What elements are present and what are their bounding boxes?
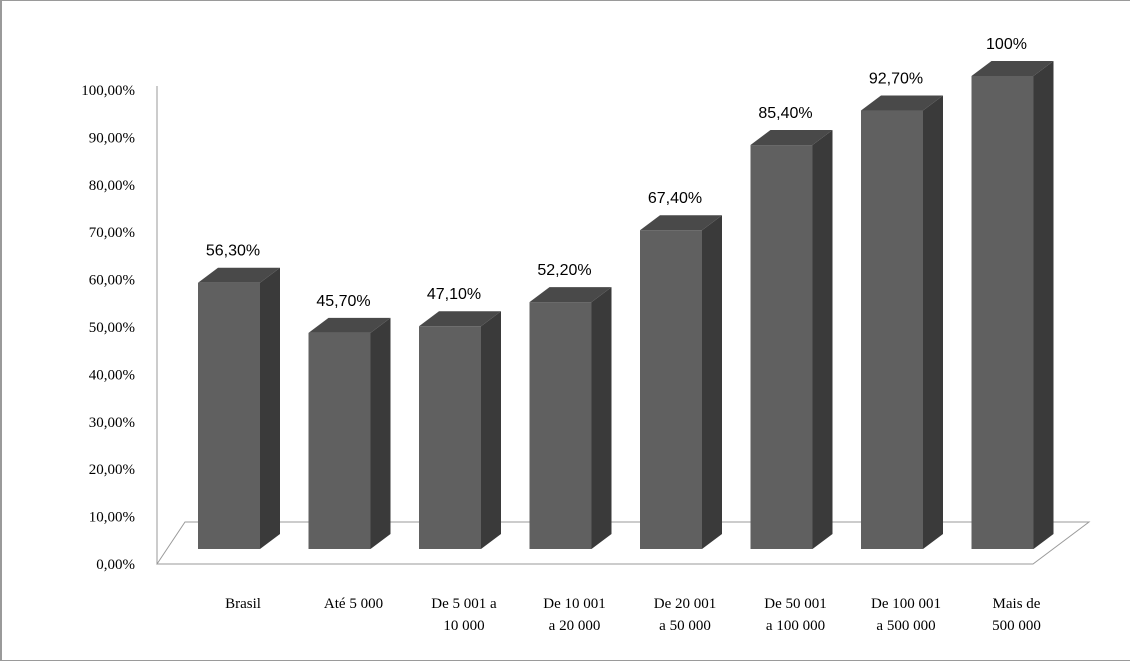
- category-label: De 20 001 a 50 000: [654, 596, 717, 634]
- bar: [861, 95, 943, 550]
- bar-front: [308, 332, 371, 549]
- bar-front: [861, 110, 923, 550]
- bar: [308, 317, 391, 549]
- chart-floor: [156, 521, 1091, 565]
- y-tick-label: 100,00%: [81, 83, 135, 99]
- data-label: 45,70%: [316, 293, 370, 310]
- category-label: De 50 001 a 100 000: [764, 596, 827, 634]
- data-labels-layer: 56,30% 45,70% 47,10% 52,20% 67,40% 85,40% 92,7…: [206, 36, 1027, 310]
- bar-top: [971, 61, 1054, 76]
- bar-front: [198, 282, 260, 549]
- data-label: 47,10%: [427, 286, 481, 303]
- data-label: 85,40%: [758, 105, 812, 122]
- bar: [750, 130, 833, 550]
- bar-side: [1033, 61, 1054, 549]
- category-label: De 5 001 a 10 000: [431, 596, 497, 634]
- bar-side: [812, 130, 833, 550]
- category-label: Até 5 000: [324, 596, 383, 612]
- bar-side: [923, 95, 943, 550]
- category-labels-layer: Brasil Até 5 000 De 5 001 a 10 000 De 10 001…: [225, 596, 1041, 634]
- bar-side: [260, 267, 280, 549]
- bar: [529, 287, 612, 549]
- data-label: 56,30%: [206, 243, 260, 260]
- bar-top: [198, 267, 280, 283]
- y-tick-label: 0,00%: [96, 557, 135, 573]
- category-label: De 10 001 a 20 000: [543, 596, 606, 634]
- bar-top: [640, 215, 722, 231]
- bar-front: [419, 326, 481, 549]
- bar-top: [308, 317, 391, 333]
- floor-layer: [156, 521, 1091, 565]
- category-label: Brasil: [225, 596, 261, 612]
- y-tick-label: 30,00%: [89, 415, 135, 431]
- y-tick-label: 60,00%: [89, 273, 135, 289]
- y-tick-label: 10,00%: [89, 510, 135, 526]
- bar-top: [861, 95, 943, 111]
- bar: [971, 61, 1054, 549]
- y-tick-label: 20,00%: [89, 462, 135, 478]
- bar-side: [481, 311, 501, 549]
- y-tick-label: 80,00%: [89, 178, 135, 194]
- y-tick-label: 40,00%: [89, 367, 135, 383]
- bar-front: [750, 145, 813, 550]
- bar-top: [750, 130, 833, 146]
- data-label: 52,20%: [537, 262, 591, 279]
- category-label: De 100 001 a 500 000: [871, 596, 941, 634]
- bar-side: [591, 287, 612, 549]
- bar-side: [370, 317, 391, 549]
- data-label: 67,40%: [648, 190, 702, 207]
- bar: [640, 215, 722, 549]
- bar-top: [419, 311, 501, 327]
- category-label: Mais de 500 000: [992, 596, 1041, 634]
- y-tick-label: 70,00%: [89, 225, 135, 241]
- bars-layer: [198, 61, 1054, 550]
- y-tick-label: 50,00%: [89, 320, 135, 336]
- bar-side: [702, 215, 722, 549]
- bar-front: [529, 302, 592, 549]
- bar-front: [640, 230, 702, 549]
- data-label: 92,70%: [869, 71, 923, 88]
- bar: [419, 311, 501, 549]
- bar-front: [971, 76, 1034, 549]
- y-tick-label: 90,00%: [89, 130, 135, 146]
- axis-layer: 0,00% 10,00% 20,00% 30,00% 40,00% 50,00% 60,00…: [81, 83, 158, 573]
- data-label: 100%: [986, 36, 1027, 53]
- bar: [198, 267, 280, 549]
- bar-top: [529, 287, 612, 303]
